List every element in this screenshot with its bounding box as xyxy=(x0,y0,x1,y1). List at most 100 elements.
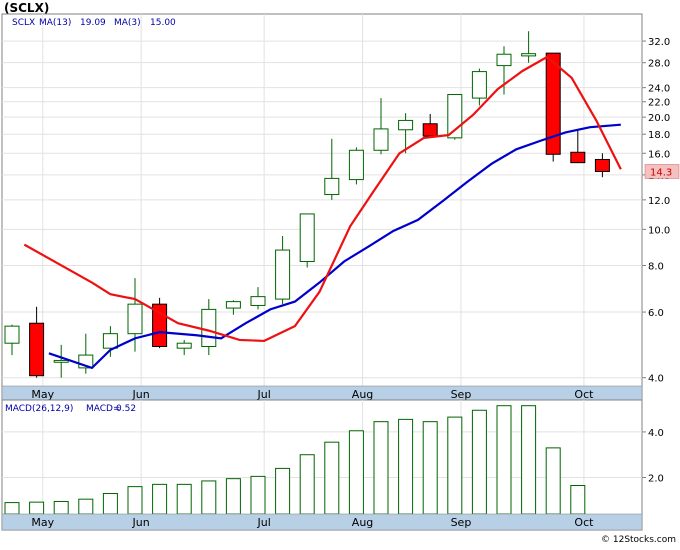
candle-body xyxy=(348,149,364,181)
macd-x-axis-labels: May Jun Jul Aug Sep Oct xyxy=(31,516,594,529)
bearish-candle xyxy=(422,113,438,138)
macd-bar xyxy=(176,483,192,515)
macd-legend-value-label: MACD= xyxy=(86,404,121,414)
macd-x-tick-label: Sep xyxy=(451,516,472,529)
candle-body xyxy=(496,53,512,67)
price-y-tick-label: 16.0 xyxy=(648,149,670,160)
price-y-tick-label: 8.0 xyxy=(648,261,664,272)
macd-x-tick-label: Jun xyxy=(132,516,150,529)
bearish-candle xyxy=(152,297,168,349)
bearish-candle xyxy=(594,153,610,178)
bullish-candle xyxy=(225,300,241,315)
macd-bar xyxy=(299,454,315,515)
price-x-tick-label: Jul xyxy=(257,388,271,401)
price-y-tick-label: 28.0 xyxy=(648,59,670,70)
macd-bar xyxy=(4,502,20,515)
candle-body xyxy=(324,177,340,196)
price-y-tick-label: 22.0 xyxy=(648,98,670,109)
macd-bars xyxy=(4,405,586,515)
macd-bar xyxy=(570,485,586,515)
price-y-tick-label: 6.0 xyxy=(648,308,664,319)
candle-body xyxy=(29,322,45,377)
legend-ma3-label: MA(3) xyxy=(114,18,141,28)
price-y-tick-label: 12.0 xyxy=(648,196,670,207)
candle-body xyxy=(4,325,20,344)
macd-bar xyxy=(275,467,291,515)
macd-bar xyxy=(53,500,69,515)
macd-x-tick-label: Aug xyxy=(352,516,373,529)
bearish-candle xyxy=(570,129,586,164)
macd-legend-label: MACD(26,12,9) xyxy=(5,404,73,414)
candle-body xyxy=(176,342,192,349)
price-x-tick-label: Sep xyxy=(451,388,472,401)
macd-bar xyxy=(152,483,168,515)
price-y-tick-label: 4.0 xyxy=(648,374,664,385)
bullish-candle xyxy=(496,46,512,95)
bullish-candle xyxy=(53,344,69,378)
macd-bar xyxy=(422,421,438,515)
price-legend: SCLX MA(13) 19.09 MA(3) 15.00 xyxy=(12,18,176,28)
candle-body xyxy=(102,333,118,349)
macd-x-tick-label: Oct xyxy=(574,516,594,529)
macd-month-band xyxy=(1,513,643,531)
macd-bar xyxy=(447,416,463,515)
bullish-candle xyxy=(324,138,340,200)
candle-body xyxy=(422,123,438,137)
candle-body xyxy=(594,158,610,172)
macd-bar xyxy=(78,498,94,515)
legend-ma13-value: 19.09 xyxy=(80,18,106,28)
candle-body xyxy=(250,296,266,306)
macd-bar xyxy=(250,475,266,515)
legend-ticker: SCLX xyxy=(12,18,35,28)
last-price-marker: 14.3 xyxy=(644,164,680,179)
candlesticks xyxy=(4,31,610,378)
macd-legend-value: 0.52 xyxy=(116,404,136,414)
candle-body xyxy=(545,52,561,155)
macd-bar xyxy=(496,405,512,515)
bullish-candle xyxy=(471,68,487,106)
price-x-axis-labels: May Jun Jul Aug Sep Oct xyxy=(31,388,594,401)
price-y-tick-label: 20.0 xyxy=(648,113,670,124)
price-x-tick-label: May xyxy=(31,388,54,401)
macd-bar xyxy=(373,421,389,515)
macd-bar xyxy=(545,447,561,515)
candle-body xyxy=(398,119,414,131)
bearish-candle xyxy=(545,52,561,162)
candle-body xyxy=(53,359,69,363)
last-price-box xyxy=(644,164,680,179)
candle-body xyxy=(570,151,586,164)
bullish-candle xyxy=(4,324,20,356)
price-y-tick-label: 24.0 xyxy=(648,84,670,95)
macd-y-tick-label: 4.0 xyxy=(648,428,664,439)
legend-ma3-value: 15.00 xyxy=(150,18,176,28)
candle-body xyxy=(127,303,143,335)
macd-bar xyxy=(348,430,364,515)
macd-x-tick-label: May xyxy=(31,516,54,529)
bullish-candle xyxy=(373,98,389,155)
ma3-series-line xyxy=(23,55,622,343)
macd-bar xyxy=(521,405,537,515)
price-y-tick-label: 18.0 xyxy=(648,130,670,141)
macd-bar xyxy=(102,492,118,515)
bullish-candle xyxy=(250,287,266,310)
macd-y-tick-label: 2.0 xyxy=(648,474,664,485)
macd-legend: MACD(26,12,9) MACD= 0.52 xyxy=(5,404,136,414)
macd-bar xyxy=(471,409,487,515)
price-x-tick-label: Jun xyxy=(132,388,150,401)
macd-bar xyxy=(324,441,340,515)
chart-title: (SCLX) xyxy=(4,1,49,15)
candle-body xyxy=(471,71,487,99)
candle-body xyxy=(373,128,389,151)
bullish-candle xyxy=(299,213,315,268)
bullish-candle xyxy=(275,235,291,305)
ma13-series-line xyxy=(48,123,621,370)
macd-bar xyxy=(127,486,143,515)
macd-bar xyxy=(201,480,217,515)
bullish-candle xyxy=(398,113,414,154)
candle-body xyxy=(299,213,315,262)
price-x-tick-label: Aug xyxy=(352,388,373,401)
price-gridlines xyxy=(2,40,642,379)
candle-body xyxy=(201,308,217,348)
price-y-tick-label: 10.0 xyxy=(648,225,670,236)
